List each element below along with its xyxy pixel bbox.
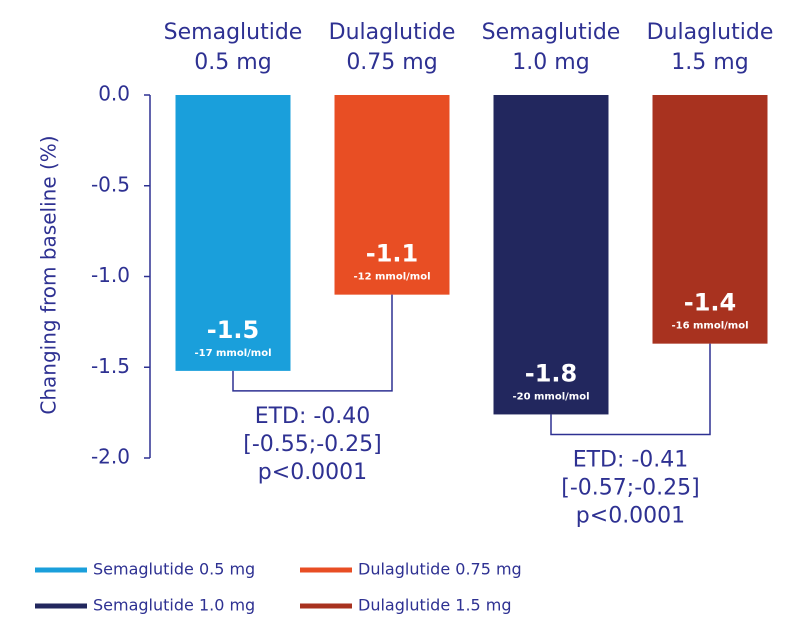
y-tick-label: -1.5 <box>91 354 130 378</box>
legend-label: Semaglutide 1.0 mg <box>93 596 255 615</box>
value-label: -1.1 <box>366 240 418 268</box>
value-note: -17 mmol/mol <box>194 348 271 359</box>
bar <box>652 95 768 344</box>
value-note: -20 mmol/mol <box>512 391 589 402</box>
value-label: -1.5 <box>207 316 259 344</box>
category-label: Semaglutide 1.0 mg <box>481 20 621 75</box>
annotation: ETD: -0.40 <box>255 404 371 429</box>
bracket <box>550 343 711 436</box>
annotation: [-0.55;-0.25] <box>243 432 381 457</box>
y-tick-label: -2.0 <box>91 445 130 469</box>
legend-label: Dulaglutide 0.75 mg <box>358 560 522 579</box>
category-label: Dulaglutide 0.75 mg <box>328 20 456 75</box>
bar <box>493 95 609 415</box>
annotation: [-0.57;-0.25] <box>561 475 699 500</box>
bar <box>334 95 450 295</box>
category-label: Dulaglutide 1.5 mg <box>646 20 774 75</box>
value-note: -12 mmol/mol <box>353 272 430 283</box>
y-tick-label: -1.0 <box>91 263 130 287</box>
legend-label: Semaglutide 0.5 mg <box>93 560 255 579</box>
y-tick-label: -0.5 <box>91 172 130 196</box>
value-label: -1.4 <box>684 289 736 317</box>
y-tick-label: 0.0 <box>98 82 130 106</box>
bracket <box>232 294 393 392</box>
value-note: -16 mmol/mol <box>671 321 748 332</box>
bar <box>175 95 291 371</box>
annotation: p<0.0001 <box>576 503 685 528</box>
category-label: Semaglutide 0.5 mg <box>163 20 303 75</box>
legend-label: Dulaglutide 1.5 mg <box>358 596 512 615</box>
y-axis-title: Changing from baseline (%) <box>37 135 61 414</box>
value-label: -1.8 <box>525 359 577 387</box>
annotation: ETD: -0.41 <box>573 447 689 472</box>
annotation: p<0.0001 <box>258 460 367 485</box>
